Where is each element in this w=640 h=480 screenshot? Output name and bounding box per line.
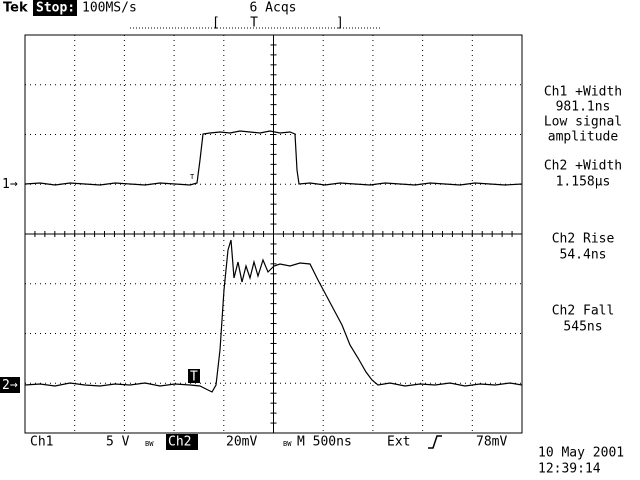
trigger-source: Ext <box>387 435 410 450</box>
ch1-trigger-mark: T <box>190 173 195 181</box>
measurement-label: Ch2 Rise <box>552 232 615 247</box>
ch2-marker: 2→ <box>2 378 18 393</box>
ch1-waveform <box>24 130 523 186</box>
bracket: ] <box>336 16 344 31</box>
status: Stop: <box>36 1 75 16</box>
ch2-trigger-bg <box>188 369 200 383</box>
timebase: M 500ns <box>297 435 352 450</box>
measurement-note: Low signal <box>544 115 622 130</box>
ch2-marker-bg <box>0 377 20 393</box>
trigger-level: 78mV <box>476 435 507 450</box>
measurement-value: 54.4ns <box>560 248 607 263</box>
date: 10 May 2001 <box>538 446 624 461</box>
ch1-label: Ch1 <box>30 435 53 450</box>
ch1-scale: 5 V <box>106 435 130 450</box>
graticule <box>24 34 523 434</box>
bracket: [ <box>212 16 220 31</box>
measurement-label: Ch2 Fall <box>552 304 615 319</box>
status-bg <box>33 0 77 16</box>
bw-limit: BW <box>283 440 292 448</box>
ch1-marker: 1→ <box>2 177 18 192</box>
ch2-label-bg <box>166 434 198 450</box>
ch2-waveform <box>24 239 523 393</box>
bw-limit: BW <box>145 440 154 448</box>
ch2-marker-label: 2 <box>2 378 10 393</box>
measurement-value: 545ns <box>563 320 602 335</box>
brand: Tek <box>3 1 28 16</box>
ch2-scale: 20mV <box>226 435 257 450</box>
time: 12:39:14 <box>538 462 601 477</box>
acquisitions: 6 Acqs <box>250 1 297 16</box>
measurement-label: Ch1 +Width <box>544 85 622 100</box>
trigger-position: T <box>250 16 258 31</box>
ch2-label: Ch2 <box>168 435 191 450</box>
measurement-value: 981.1ns <box>556 100 611 115</box>
measurements: Ch1 +Width 981.1ns Low signal amplitude … <box>544 85 622 335</box>
ch1-marker-label: 1 <box>2 177 10 192</box>
sample-rate: 100MS/s <box>82 1 137 16</box>
trigger-slope <box>428 435 442 449</box>
measurement-value: 1.158µs <box>556 175 611 190</box>
measurement-label: Ch2 +Width <box>544 159 622 174</box>
ch2-trigger-mark: T <box>190 370 198 385</box>
measurement-note: amplitude <box>548 130 619 145</box>
